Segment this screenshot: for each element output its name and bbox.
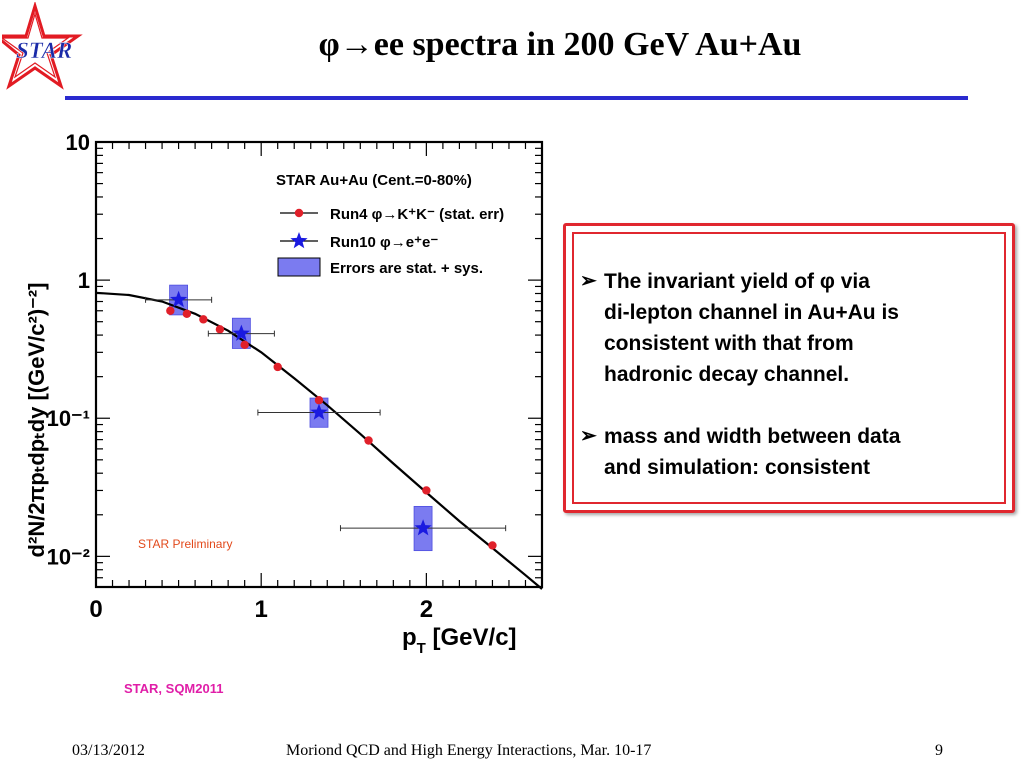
y-tick-label: 10⁻² [47,544,90,569]
x-axis-label-sub: T [417,640,426,657]
legend-header: STAR Au+Au (Cent.=0-80%) [276,172,472,189]
footer-date: 03/13/2012 [72,742,145,759]
bullet-1-line-3: consistent with that from [604,332,854,355]
chart-annotation: STAR Preliminary [138,537,232,551]
bullet-arrow-icon: ➢ [580,425,597,447]
summary-bullet-1-text: The invariant yield of φ via di-lepton c… [604,266,994,390]
run10-point [414,519,432,536]
star-logo: STAR [2,2,83,90]
chart-points [145,290,507,550]
bullet-2-line-2: and simulation: consistent [604,456,871,479]
y-tick-label: 1 [78,268,90,293]
bullet-2-line-1: mass and width between data [604,425,901,448]
citation: STAR, SQM2011 [124,681,224,696]
legend-run10-label: Run10 φ→e⁺e⁻ [330,234,438,251]
run4-point [488,541,497,550]
run4-point [215,325,225,334]
y-tick-label: 10 [66,130,90,155]
legend-run10-marker [290,232,308,249]
bullet-1-line-4: hadronic decay channel. [604,363,850,386]
footer-conference: Moriond QCD and High Energy Interactions… [286,742,652,759]
star-logo-inner-star-icon [2,11,70,79]
summary-bullet-2: ➢ mass and width between data and simula… [580,421,994,483]
spectra-chart: 0 1 2 10 1 10⁻¹ 10⁻² STAR Au+Au (Cent.=0-80%) R… [24,130,544,657]
run4-point [422,486,431,495]
slide-title: φ→ee spectra in 200 GeV Au+Au [318,26,802,63]
summary-box: ➢ The invariant yield of φ via di-lepton… [563,223,1015,513]
summary-bullet-1: ➢ The invariant yield of φ via di-lepton… [580,266,994,390]
run4-point [240,340,249,350]
legend-band-marker [277,257,321,277]
x-axis-label-rest: [GeV/c] [426,624,517,651]
run4-point [166,306,175,315]
x-axis-label-main: p [402,624,417,651]
footer-page-number: 9 [935,742,943,759]
legend-band-label: Errors are stat. + sys. [330,260,483,277]
star-logo-star-icon [2,2,83,90]
run4-point [314,396,324,405]
star-logo-text: STAR [16,38,72,63]
run4-point [199,315,208,324]
chart-ticks: 0 1 2 10 1 10⁻¹ 10⁻² [47,130,543,623]
x-tick-label: 0 [89,596,102,623]
summary-box-inner-border [572,232,1006,504]
run4-point [182,309,192,319]
chart-legend: STAR Au+Au (Cent.=0-80%) Run4 φ→K⁺K⁻ (sta… [276,172,504,277]
x-axis-label: pT [GeV/c] [402,624,517,657]
chart-frame [94,140,544,589]
chart-error-bands [169,284,433,552]
summary-bullet-2-text: mass and width between data and simulati… [604,421,994,483]
run10-point [170,290,188,308]
y-axis-label: d²N/2πpₜdpₜdy [(GeV/c²)⁻²] [24,283,49,558]
chart-fit-curve [95,291,543,590]
plot-frame [94,140,544,589]
run4-point [273,362,282,372]
title-underline [65,96,968,100]
legend-run4-marker [294,208,304,218]
bullet-arrow-icon: ➢ [580,270,597,292]
x-tick-label: 1 [255,596,268,623]
x-tick-label: 2 [420,596,433,623]
legend-run4-label: Run4 φ→K⁺K⁻ (stat. err) [330,206,504,223]
run10-point [310,403,328,420]
bullet-1-line-1: The invariant yield of φ via [604,270,870,293]
y-tick-label: 10⁻¹ [47,406,90,431]
run10-point [232,324,250,341]
fit-curve-line [95,291,543,590]
run4-point [364,436,373,445]
bullet-1-line-2: di-lepton channel in Au+Au is [604,301,899,324]
